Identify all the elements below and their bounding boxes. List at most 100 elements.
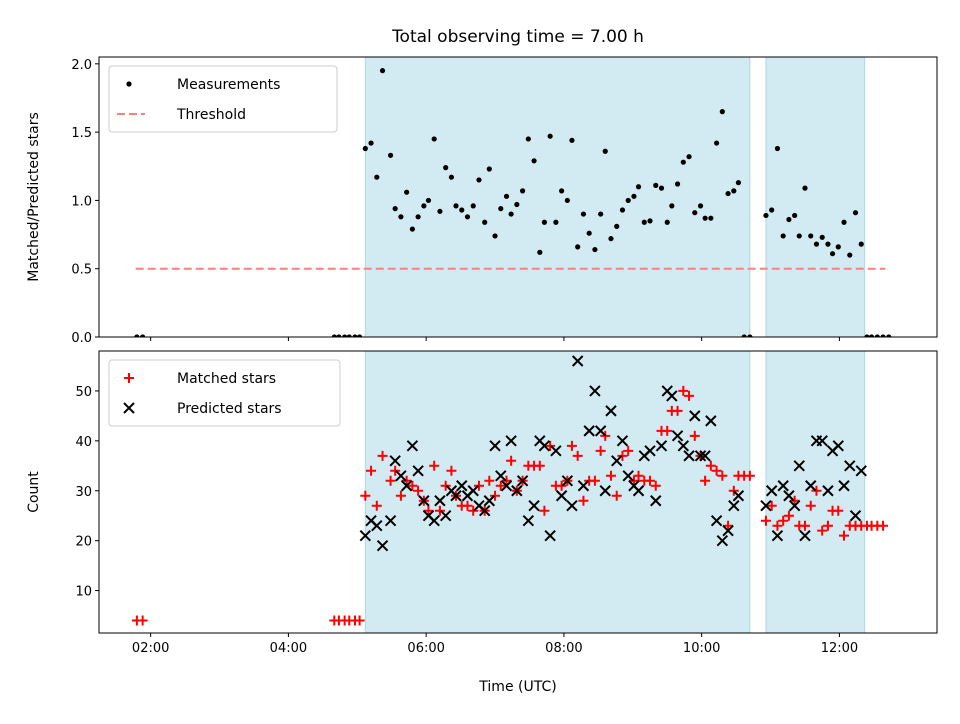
matched-star-point	[407, 480, 418, 491]
measurement-point	[476, 177, 482, 183]
axes-frame	[98, 350, 938, 634]
measurement-point	[780, 233, 786, 239]
axes-frame	[98, 56, 938, 338]
predicted-star-point	[822, 485, 834, 497]
predicted-star-point	[489, 440, 501, 452]
matched-star-point	[446, 465, 457, 476]
predicted-star-point	[793, 460, 805, 472]
measurement-point	[614, 223, 620, 229]
predicted-star-point	[677, 440, 690, 452]
matched-star-point	[650, 480, 661, 491]
matched-star-point	[401, 475, 412, 486]
matched-star-point	[662, 425, 673, 436]
y-axis-label: Count	[26, 471, 42, 513]
matched-star-point	[423, 505, 434, 516]
measurement-point	[486, 166, 492, 172]
measurement-point	[731, 188, 737, 194]
measurement-point	[459, 207, 465, 213]
predicted-star-point	[666, 390, 678, 402]
legend-label: Measurements	[177, 77, 280, 93]
matched-star-point	[605, 470, 616, 481]
x-tick-label: 10:00	[683, 641, 720, 656]
matched-star-point	[462, 500, 473, 511]
predicted-star-point	[777, 480, 789, 492]
legend-label: Predicted stars	[177, 401, 282, 417]
legend-box	[108, 359, 341, 427]
matched-star-point	[811, 485, 822, 496]
measurement-point	[553, 219, 559, 225]
measurement-point	[342, 334, 348, 337]
measurement-point	[692, 210, 698, 216]
measurement-point	[786, 216, 792, 223]
measurement-point	[464, 214, 471, 220]
measurement-point	[858, 241, 864, 247]
measurement-point	[874, 334, 880, 337]
predicted-star-point	[412, 465, 424, 477]
predicted-star-point	[855, 465, 867, 477]
x-tick-label: 02:00	[132, 641, 169, 656]
predicted-star-point	[389, 455, 401, 467]
measurement-point	[531, 158, 537, 164]
predicted-star-point	[550, 445, 562, 457]
matched-star-point	[789, 495, 800, 506]
matched-star-point	[589, 475, 600, 486]
measurement-point	[641, 219, 647, 225]
y-tick-label: 20	[75, 535, 92, 550]
predicted-star-point	[522, 514, 535, 527]
matched-star-point	[566, 440, 577, 451]
measurement-point	[519, 188, 526, 194]
predicted-star-point	[511, 485, 523, 497]
y-tick-label: 50	[75, 385, 92, 400]
measurement-point	[735, 180, 742, 186]
measurement-point	[602, 148, 608, 154]
measurement-point	[813, 241, 820, 247]
predicted-star-point	[483, 495, 496, 507]
measurement-point	[575, 244, 581, 250]
x-axis-label: Time (UTC)	[478, 679, 556, 695]
matched-star-point	[772, 520, 783, 531]
measurement-point	[619, 207, 626, 213]
shaded-interval-1	[364, 56, 751, 338]
legend-label: Threshold	[176, 107, 246, 123]
x-tick-label: 12:00	[821, 641, 858, 656]
predicted-star-point	[528, 500, 540, 512]
matched-star-point	[360, 490, 371, 501]
measurement-point	[686, 154, 692, 160]
measurement-point	[580, 211, 587, 217]
matched-star-point	[817, 525, 828, 536]
measurement-point	[669, 203, 675, 209]
measurement-point	[336, 334, 342, 337]
matched-star-point	[434, 505, 445, 516]
matched-star-point	[413, 485, 424, 496]
legend-marker-measurements	[126, 81, 132, 87]
measurement-point	[763, 212, 769, 219]
matched-star-point	[495, 480, 506, 491]
measurement-point	[774, 145, 781, 152]
measurement-point	[592, 246, 598, 253]
measurement-point	[802, 185, 808, 191]
predicted-star-point	[439, 510, 452, 522]
measurement-point	[331, 334, 337, 337]
matched-star-point	[468, 505, 479, 516]
measurement-point	[713, 140, 720, 146]
matched-star-point	[611, 490, 622, 501]
matched-star-point	[878, 520, 889, 531]
measurement-point	[453, 203, 459, 209]
measurement-point	[658, 185, 665, 191]
measurement-point	[586, 230, 592, 236]
measurement-point	[741, 334, 747, 337]
y-tick-label: 1.5	[71, 126, 92, 141]
measurement-point	[346, 334, 352, 337]
measurement-point	[352, 334, 358, 337]
predicted-star-point	[544, 529, 556, 542]
predicted-star-point	[616, 435, 629, 447]
matched-star-point	[717, 470, 728, 481]
y-tick-label: 30	[75, 485, 92, 500]
measurement-point	[747, 334, 753, 337]
matched-star-point	[799, 520, 810, 531]
matched-star-point	[377, 450, 388, 461]
predicted-star-point	[689, 410, 701, 422]
matched-star-point	[633, 470, 644, 481]
measurement-point	[680, 159, 686, 165]
